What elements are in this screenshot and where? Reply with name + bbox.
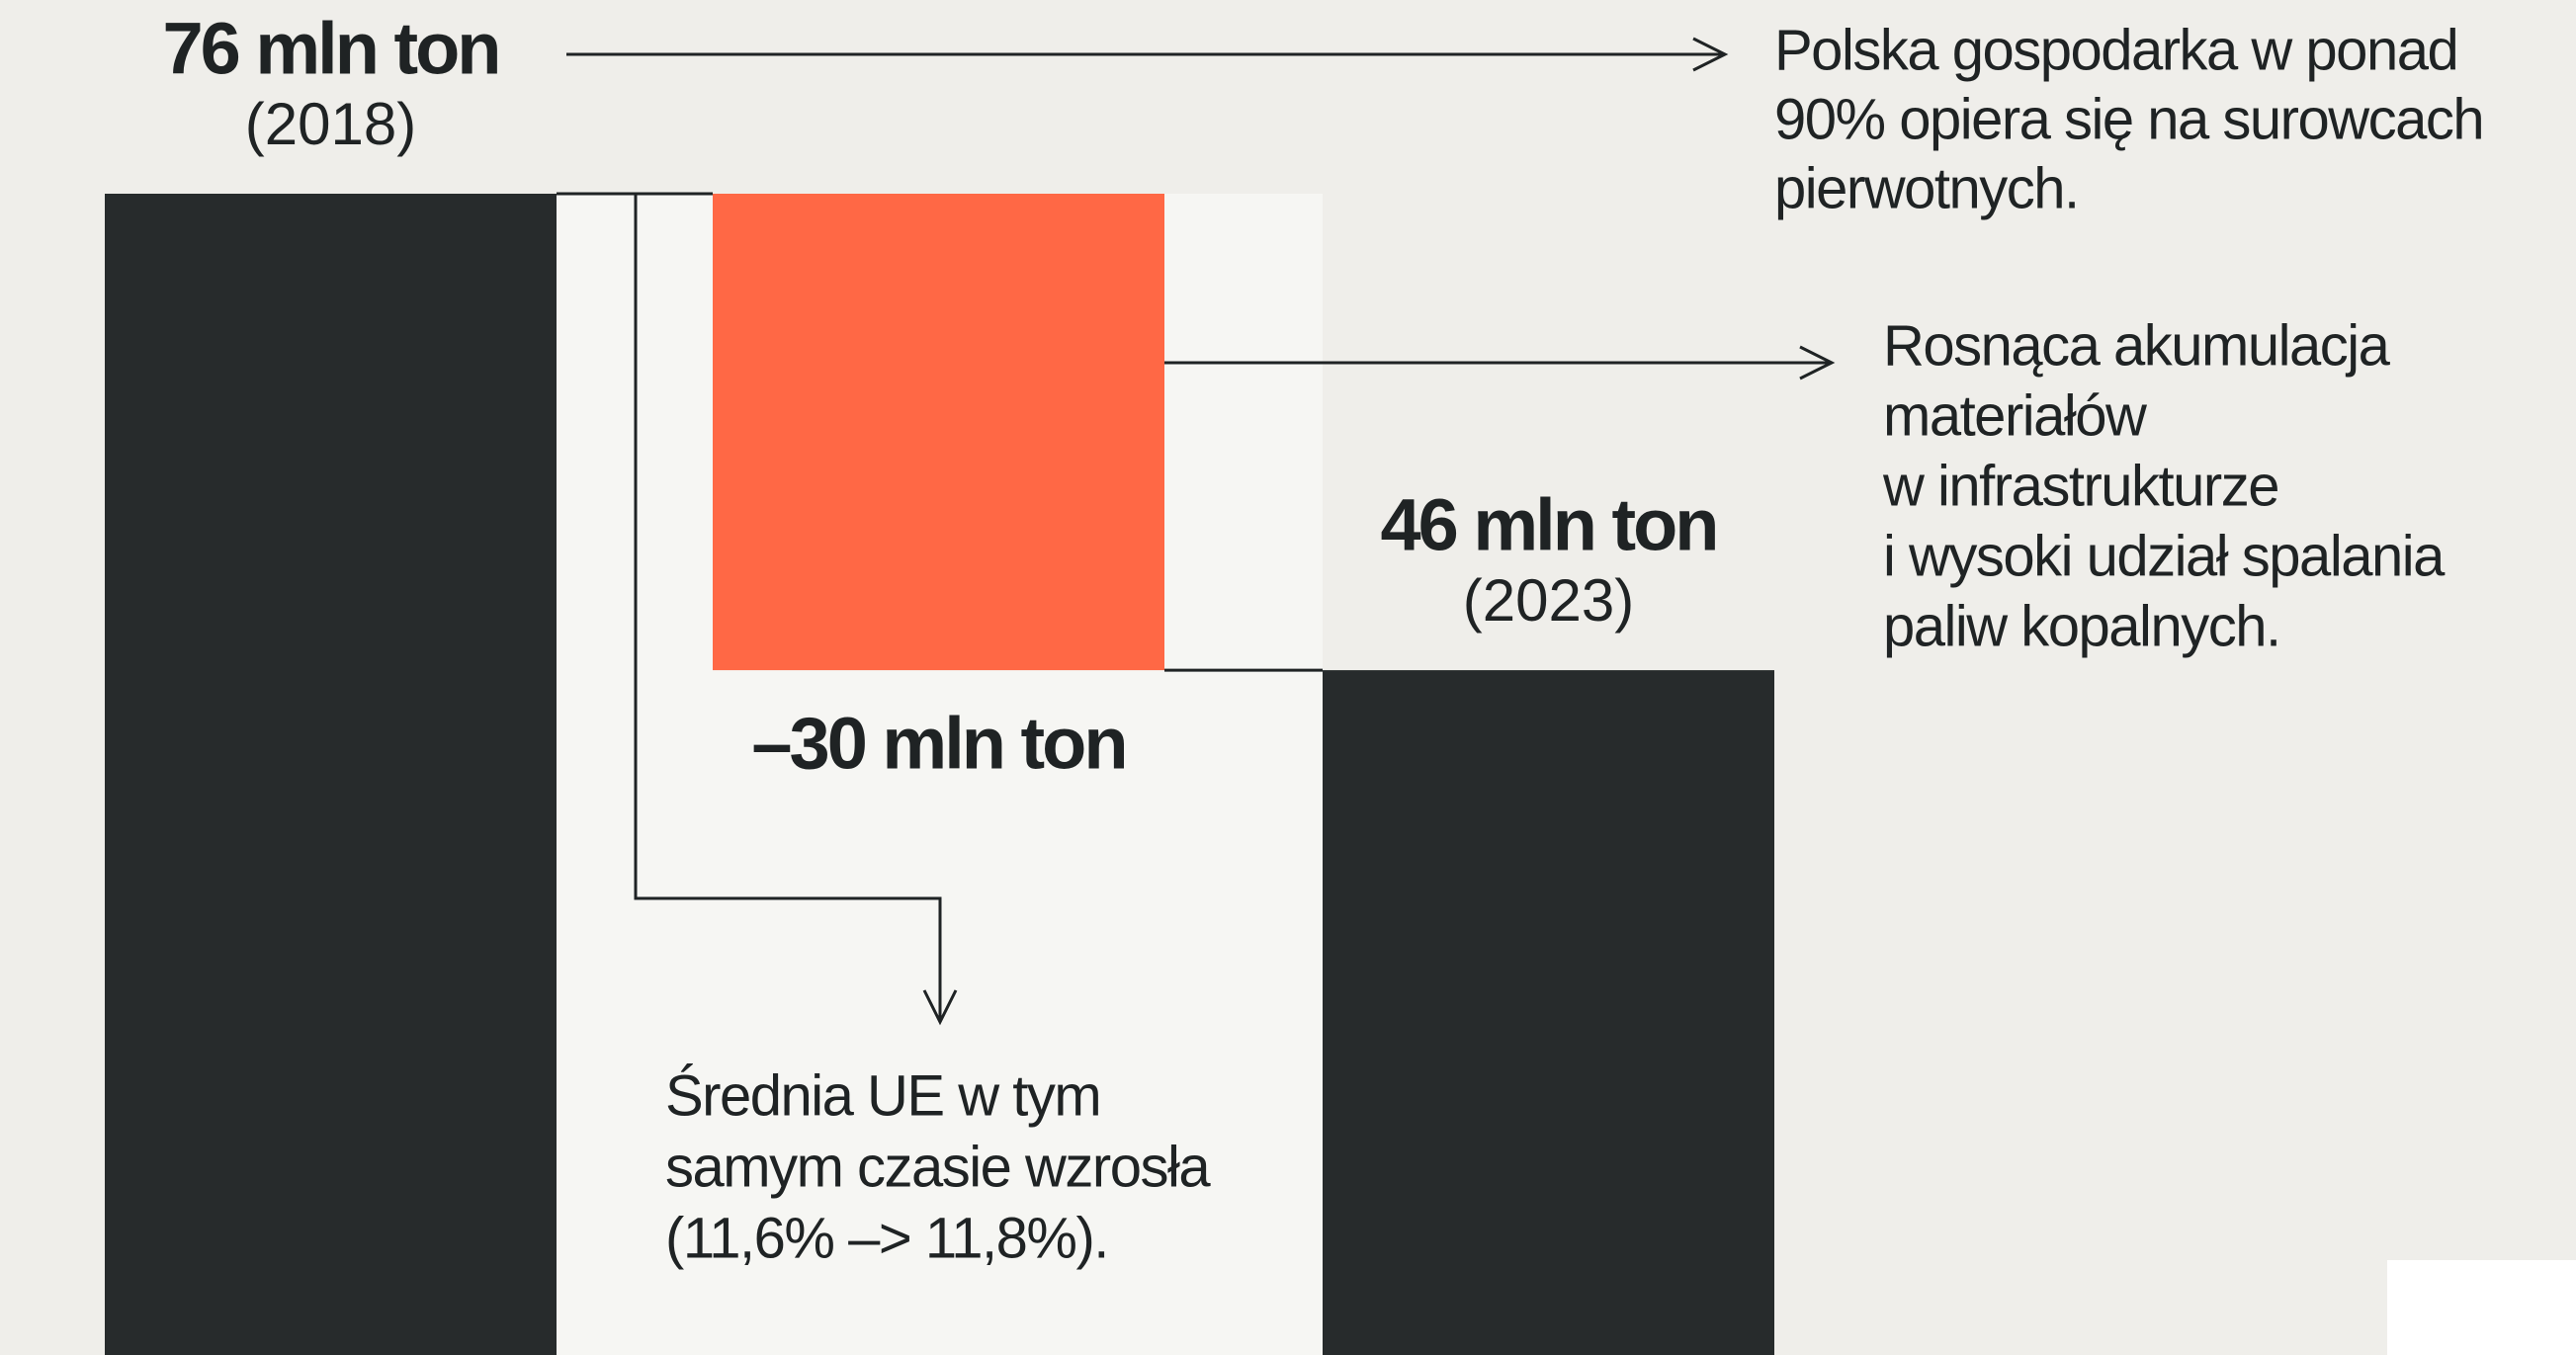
- value-label: 76 mln ton: [162, 8, 498, 90]
- annotation: samym czasie wzrosła: [665, 1135, 1211, 1199]
- annotation: (11,6% –> 11,8%).: [665, 1206, 1108, 1270]
- value-label: –30 mln ton: [751, 703, 1125, 785]
- category-label: (2018): [245, 91, 416, 157]
- bar: [713, 194, 1164, 671]
- bar: [1323, 670, 1774, 1355]
- annotation: 90% opiera się na surowcach: [1774, 87, 2483, 151]
- bar: [105, 194, 557, 1355]
- value-label: 46 mln ton: [1380, 484, 1716, 566]
- annotation: Polska gospodarka w ponad: [1774, 18, 2457, 82]
- category-label: (2023): [1463, 567, 1634, 634]
- annotation: Średnia UE w tym: [665, 1063, 1100, 1128]
- annotation: materiałów: [1883, 383, 2148, 448]
- annotation: pierwotnych.: [1774, 156, 2079, 220]
- arrow: [634, 194, 958, 1026]
- logo-box: [2387, 1260, 2576, 1355]
- annotation: paliw kopalnych.: [1883, 594, 2280, 658]
- annotation: Rosnąca akumulacja: [1883, 313, 2391, 378]
- annotation: w infrastrukturze: [1882, 454, 2278, 518]
- annotation: i wysoki udział spalania: [1883, 524, 2446, 588]
